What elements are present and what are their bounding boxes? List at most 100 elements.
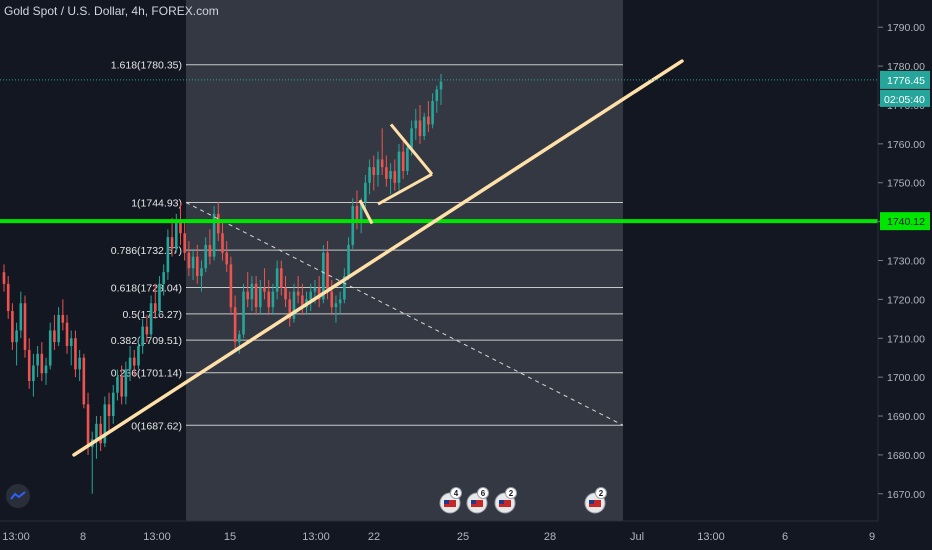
candle-body: [162, 272, 165, 284]
time-tick-label: 15: [224, 531, 236, 543]
fib-level-label: 0.618(1723.04): [111, 283, 182, 295]
candle-body: [418, 120, 422, 137]
flag-canton: [471, 500, 476, 504]
us-flag-icon: [444, 500, 456, 507]
candle-body: [170, 237, 174, 249]
time-axis[interactable]: 13:00 8 13:00 15 13:00 22 25 28 Jul 13:00 6 9: [0, 520, 878, 543]
event-flag-icon[interactable]: 4: [439, 487, 462, 514]
candle-body: [48, 330, 52, 366]
event-count: 2: [599, 489, 604, 498]
candle-body: [254, 283, 258, 308]
candle-body: [221, 233, 224, 253]
candle-body: [242, 291, 245, 335]
candle-body: [11, 311, 14, 343]
candle-body: [120, 377, 123, 397]
price-tick-label: 1760.00: [887, 139, 925, 151]
candle-body: [212, 213, 216, 257]
time-tick-label: 28: [544, 531, 556, 543]
price-tick-label: 1680.00: [887, 450, 925, 462]
candle-body: [6, 283, 10, 312]
candle-body: [275, 268, 279, 292]
candle-body: [238, 334, 241, 343]
price-tick-label: 1690.00: [887, 411, 925, 423]
support-price-tag[interactable]: [880, 212, 930, 231]
tradingview-logo-icon[interactable]: [6, 484, 30, 508]
candle-body: [439, 81, 443, 90]
candle-body: [40, 353, 44, 374]
fib-zone: [186, 0, 623, 521]
candle-body: [322, 252, 325, 300]
price-tick-label: 1750.00: [887, 178, 925, 190]
last-price-label: 1776.45: [887, 75, 925, 87]
time-tick-label: 8: [80, 531, 86, 543]
time-tick-label: 13:00: [143, 531, 171, 543]
candle-body: [44, 365, 48, 374]
last-price-tag[interactable]: [880, 70, 930, 89]
price-axis[interactable]: 1670.00 1680.00 1690.00 1700.00 1710.00 1720.…: [877, 0, 930, 521]
candle-body: [65, 322, 69, 347]
us-flag-icon: [589, 500, 601, 507]
candle-body: [233, 307, 237, 343]
event-flag-icon[interactable]: 6: [466, 487, 489, 514]
time-tick-label: Jul: [630, 531, 644, 543]
candle-body: [124, 369, 128, 397]
candle-body: [326, 252, 329, 292]
candle-body: [57, 314, 60, 343]
candle-body: [368, 167, 371, 183]
candle-body: [389, 171, 392, 179]
candle-body: [338, 299, 342, 304]
event-flag-icon[interactable]: 2: [584, 487, 607, 514]
drawings[interactable]: [0, 59, 878, 457]
flag-canton: [444, 500, 449, 504]
time-tick-label: 13:00: [697, 531, 725, 543]
candle-body: [296, 291, 300, 296]
candle-body: [267, 291, 271, 308]
time-tick-label: 9: [869, 531, 875, 543]
candle-body: [385, 167, 388, 179]
candle-body: [204, 244, 207, 269]
fib-level-label: 0(1687.62): [131, 420, 182, 432]
candle-body: [191, 256, 195, 269]
candle-body: [99, 423, 102, 444]
chart-title: Gold Spot / U.S. Dollar, 4h, FOREX.com: [4, 4, 219, 18]
candle-body: [116, 377, 119, 393]
candle-body: [288, 299, 292, 319]
candle-body: [183, 233, 186, 253]
fib-level-label: 1.618(1780.35): [111, 60, 182, 72]
economic-events[interactable]: 4 6 2 2: [439, 487, 607, 514]
channel-segment[interactable]: [377, 172, 433, 206]
candle-body: [78, 357, 81, 370]
rising-trendline[interactable]: [72, 59, 684, 457]
fib-trend-dashed-line[interactable]: [185, 202, 624, 426]
candle-body: [195, 256, 199, 277]
candle-body: [330, 291, 334, 308]
candle-body: [74, 338, 77, 370]
candle-body: [179, 221, 182, 234]
candle-body: [246, 291, 250, 300]
candle-body: [313, 287, 317, 292]
fib-level-label: 0.236(1701.14): [111, 368, 182, 380]
candle-body: [69, 338, 73, 347]
candle-body: [19, 303, 23, 331]
event-badge: [450, 487, 462, 499]
candle-body: [431, 101, 434, 125]
candle-body: [401, 151, 405, 172]
candle-body: [372, 167, 376, 175]
channel-segment[interactable]: [358, 199, 374, 225]
countdown-label: 02:05:40: [884, 94, 925, 106]
candle-body: [225, 252, 229, 265]
candle-body: [95, 423, 98, 440]
channel-segment[interactable]: [389, 123, 434, 176]
event-flag-icon[interactable]: 2: [494, 487, 517, 514]
candle-body: [301, 295, 304, 308]
fib-level-label: 0.786(1732.67): [111, 245, 182, 257]
candle-body: [397, 151, 401, 183]
candle-body: [355, 206, 359, 222]
candle-body: [280, 268, 283, 288]
candle-body: [292, 291, 296, 319]
candle-body: [86, 404, 90, 448]
candle-body: [317, 287, 321, 300]
candle-body: [250, 283, 254, 300]
event-badge: [505, 487, 517, 499]
